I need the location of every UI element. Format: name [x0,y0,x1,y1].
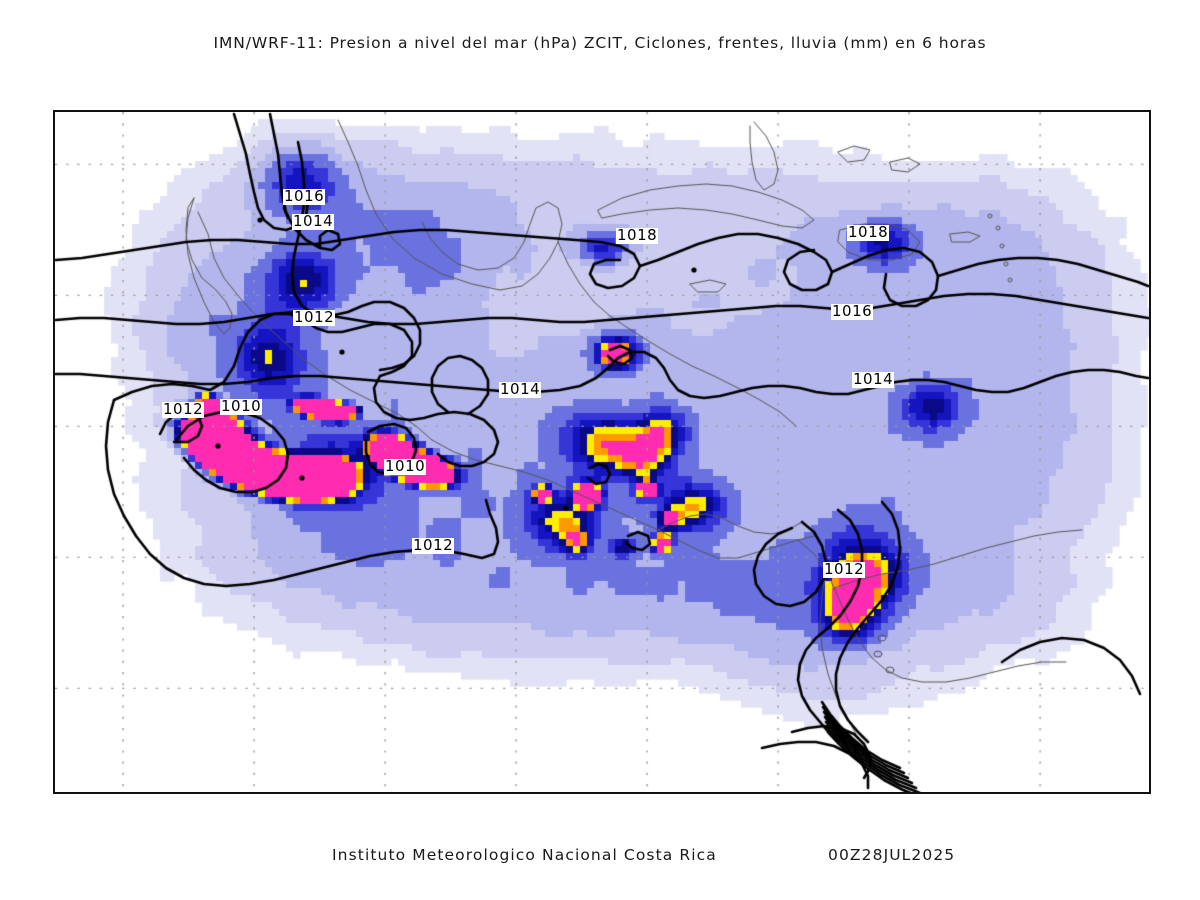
model-run-timestamp: 00Z28JUL2025 [828,846,956,864]
isobar-label: 1010 [384,457,427,475]
isobar-label: 1014 [852,370,895,388]
isobar-label: 1016 [831,302,874,320]
isobar-label: 1012 [823,560,866,578]
isobar-label: 1012 [412,536,455,554]
footer: Instituto Meteorologico Nacional Costa R… [0,846,1200,872]
isobar-label: 1018 [616,226,659,244]
page-title: IMN/WRF-11: Presion a nivel del mar (hPa… [213,34,987,52]
isobar-label: 1016 [283,187,326,205]
forecast-map: 1016 1014 1018 1018 1012 1016 1014 1014 1012 1010… [53,110,1151,794]
map-render-canvas [55,112,1149,792]
isobar-label: 1014 [292,212,335,230]
isobar-label: 1014 [499,380,542,398]
isobar-label: 1012 [293,308,336,326]
isobar-label: 1012 [162,400,205,418]
isobar-label: 1018 [847,223,890,241]
institute-name: Instituto Meteorologico Nacional Costa R… [332,846,717,864]
isobar-label: 1010 [220,397,263,415]
